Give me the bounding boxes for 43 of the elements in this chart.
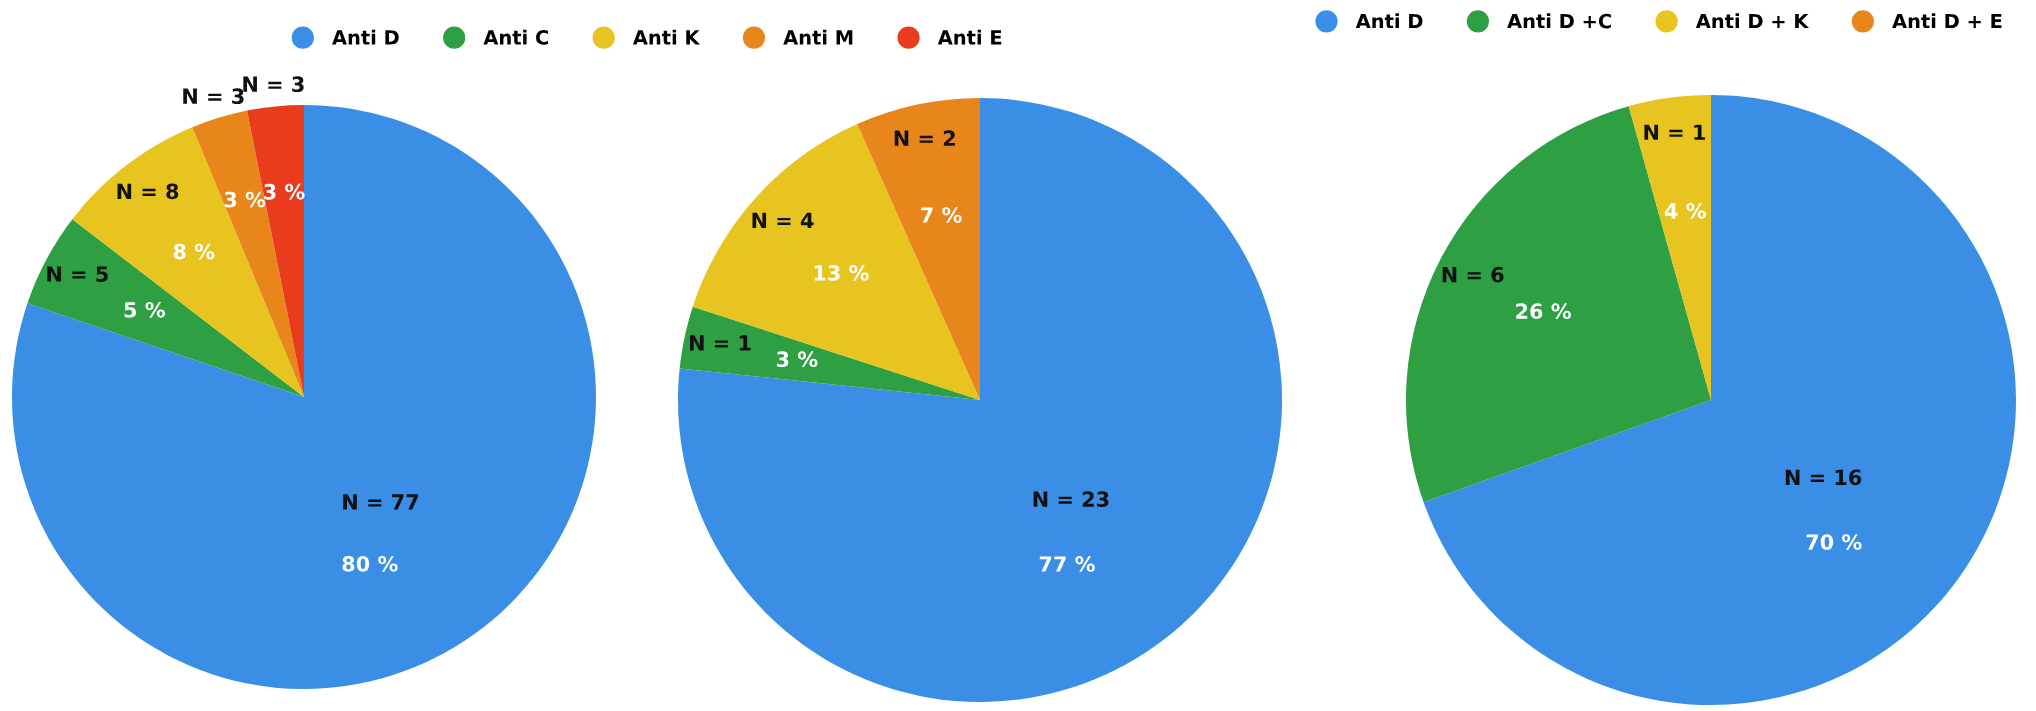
pie-slice [27,219,304,397]
data-label: N = 3 [243,76,304,93]
legend-label: Anti D [1355,13,1423,29]
text: 26 % [1516,303,1571,320]
legend-label: Anti D + E [1892,13,2002,29]
pie-slice [1628,95,1711,400]
legend-label: Anti D +C [1507,13,1611,29]
legend-label: Anti K [632,29,701,45]
pie-slice [192,110,304,397]
text: 13 % [814,265,869,281]
data-label: N = 3 [183,88,244,105]
legend-label: Anti D [332,29,399,45]
pie-slice [692,124,980,400]
data-label: N = 2 [894,130,955,146]
pie-slice [679,306,980,400]
pie-slice [72,127,304,397]
data-label: N = 6 [1442,266,1504,283]
data-label: N = 4 [752,212,814,228]
data-label: N = 1 [690,335,751,351]
data-label: N = 8 [117,183,179,200]
text: 80 % [342,555,398,572]
data-label: N = 23 [1033,491,1109,508]
legend-label: Anti D + K [1695,13,1810,29]
legend-label: Anti M [783,29,853,45]
text: 5 % [124,301,165,318]
legend-label: Anti E [937,29,1002,45]
text: 3 % [224,191,266,208]
text: 4 % [1664,202,1706,219]
text: 3 % [776,351,818,368]
data-label: N = 5 [47,266,108,282]
data-label: N = 77 [343,494,419,510]
text: 70 % [1806,534,1862,550]
pie-slice [1423,95,2016,705]
pie-slice [1406,106,1711,503]
pie-slice [678,98,1282,702]
legend-label: Anti C [483,29,548,45]
data-label: N = 1 [1644,124,1705,140]
pie-slice [12,105,596,689]
text: 7 % [921,207,962,223]
data-label: N = 16 [1785,469,1862,486]
pie-slice [247,105,304,397]
text: 77 % [1039,556,1095,572]
text: 8 % [173,243,215,260]
